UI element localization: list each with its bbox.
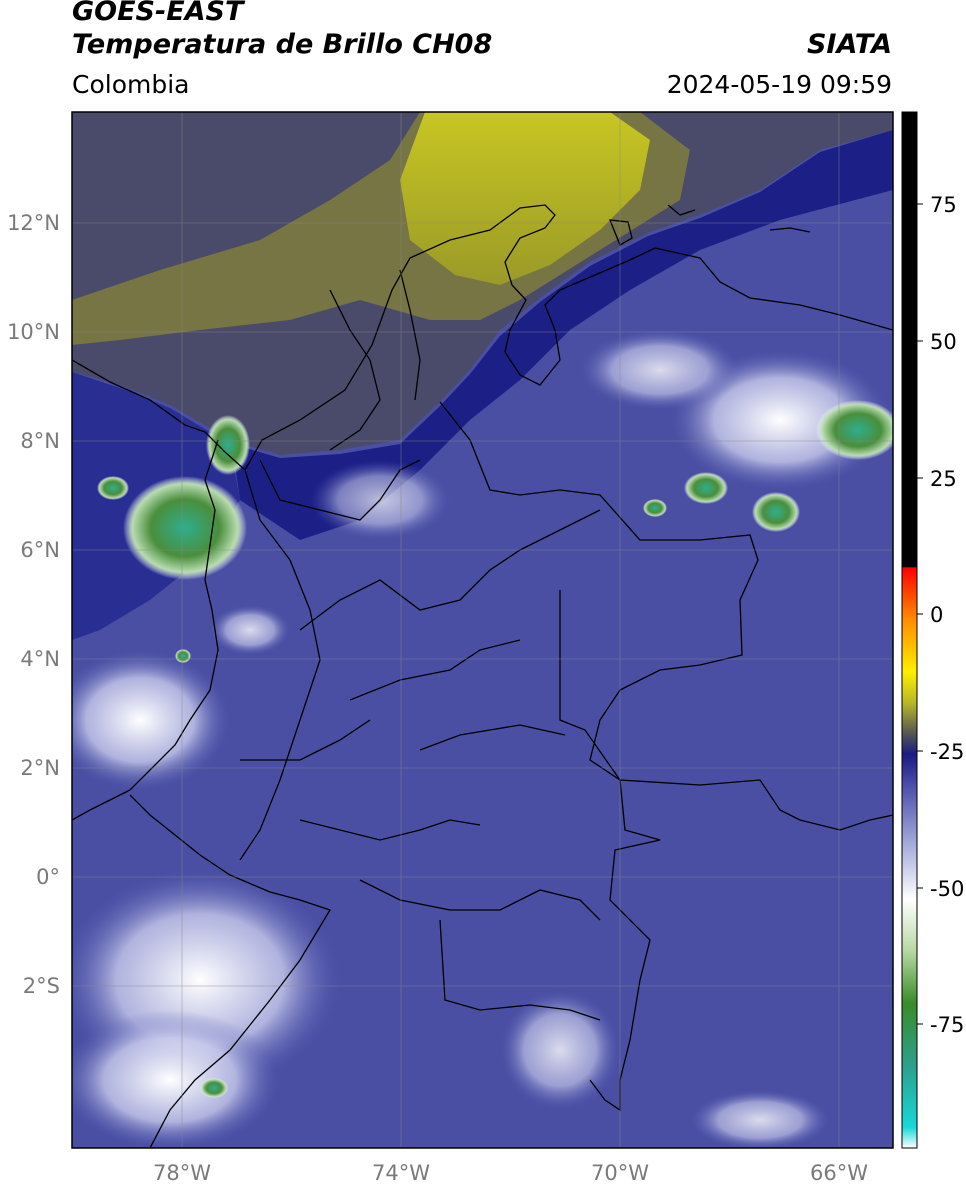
lat-label: 0° <box>36 865 60 889</box>
satellite-title: GOES-EAST <box>72 0 244 27</box>
product-title: Temperatura de Brillo CH08 <box>72 29 493 60</box>
colorbar-label: -25 <box>930 740 964 764</box>
colorbar-label: -50 <box>930 877 964 901</box>
lat-label: 2°N <box>20 756 60 780</box>
latitude-labels: 12°N 10°N 8°N 6°N 4°N 2°N 0° 2°S <box>7 211 60 998</box>
lon-label: 66°W <box>810 1161 868 1185</box>
colorbar-gradient <box>901 111 918 1149</box>
longitude-labels: 78°W 74°W 70°W 66°W <box>153 1161 868 1185</box>
lat-label: 2°S <box>23 974 60 998</box>
lon-label: 78°W <box>153 1161 211 1185</box>
colorbar-label: 0 <box>930 603 943 627</box>
lon-label: 74°W <box>372 1161 430 1185</box>
colorbar: 75 50 25 0 -25 -50 -75 <box>901 111 964 1149</box>
map-frame <box>71 111 894 1149</box>
colorbar-label: 25 <box>930 467 957 491</box>
colorbar-label: 75 <box>930 193 957 217</box>
region-label: Colombia <box>72 70 190 99</box>
brightness-temperature-field <box>72 112 893 1148</box>
colorbar-ticks <box>917 203 923 1025</box>
colorbar-label: -75 <box>930 1013 964 1037</box>
lat-label: 10°N <box>7 320 60 344</box>
lat-label: 6°N <box>20 538 60 562</box>
lat-label: 4°N <box>20 647 60 671</box>
graticule <box>72 112 893 1148</box>
datetime-label: 2024-05-19 09:59 <box>666 70 892 99</box>
lat-label: 8°N <box>20 429 60 453</box>
lon-label: 70°W <box>591 1161 649 1185</box>
lat-label: 12°N <box>7 211 60 235</box>
agency-label: SIATA <box>806 29 892 60</box>
colorbar-label: 50 <box>930 330 957 354</box>
